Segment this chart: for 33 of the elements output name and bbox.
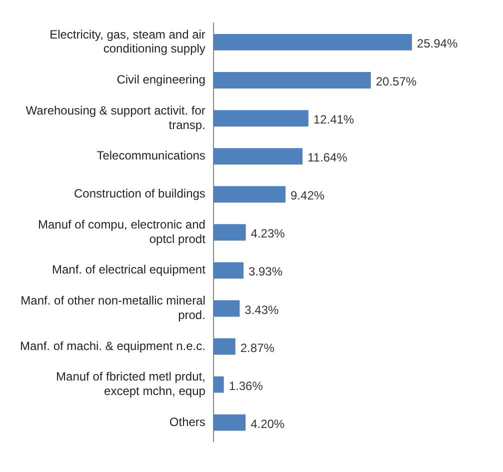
data-label: 3.43%: [244, 302, 280, 317]
data-label: 4.20%: [250, 416, 285, 431]
y-tick-label: Manf. of machi. & equipment n.e.c.: [20, 338, 206, 353]
y-tick-label: Electricity, gas, steam and air conditioning supply: [50, 27, 206, 56]
data-label: 3.93%: [248, 264, 283, 279]
bar: [213, 224, 246, 241]
y-tick-label: Manf. of electrical equipment: [52, 262, 206, 277]
bar: [213, 338, 236, 355]
data-label: 20.57%: [376, 74, 417, 89]
bar: [213, 34, 412, 50]
bar: [213, 110, 308, 127]
data-label: 2.87%: [240, 340, 275, 355]
bar: [213, 72, 371, 88]
bar: [213, 262, 244, 279]
data-label: 11.64%: [308, 150, 348, 165]
data-label: 9.42%: [290, 188, 325, 203]
data-label: 25.94%: [416, 36, 458, 51]
y-tick-label: Telecommunications: [96, 148, 206, 163]
y-tick-label: Civil engineering: [116, 72, 206, 87]
y-tick-label: Warehousing & support activit. for transp.: [26, 103, 206, 132]
bar: [213, 376, 224, 393]
data-label: 1.36%: [228, 378, 264, 393]
data-label: 12.41%: [313, 112, 354, 127]
bar: [213, 148, 302, 165]
bar: [213, 186, 286, 203]
bar: [213, 300, 240, 317]
y-tick-label: Others: [169, 414, 206, 429]
data-label: 4.23%: [250, 226, 286, 241]
y-tick-label: Manuf of fbricted metl prdut, except mchn, equp: [56, 370, 206, 398]
bar: [213, 414, 246, 431]
y-tick-label: Construction of buildings: [74, 186, 206, 201]
y-tick-label: Manuf of compu, electronic and optcl prodt: [38, 218, 206, 246]
y-tick-label: Manf. of other non-metallic mineral prod.: [20, 294, 206, 322]
